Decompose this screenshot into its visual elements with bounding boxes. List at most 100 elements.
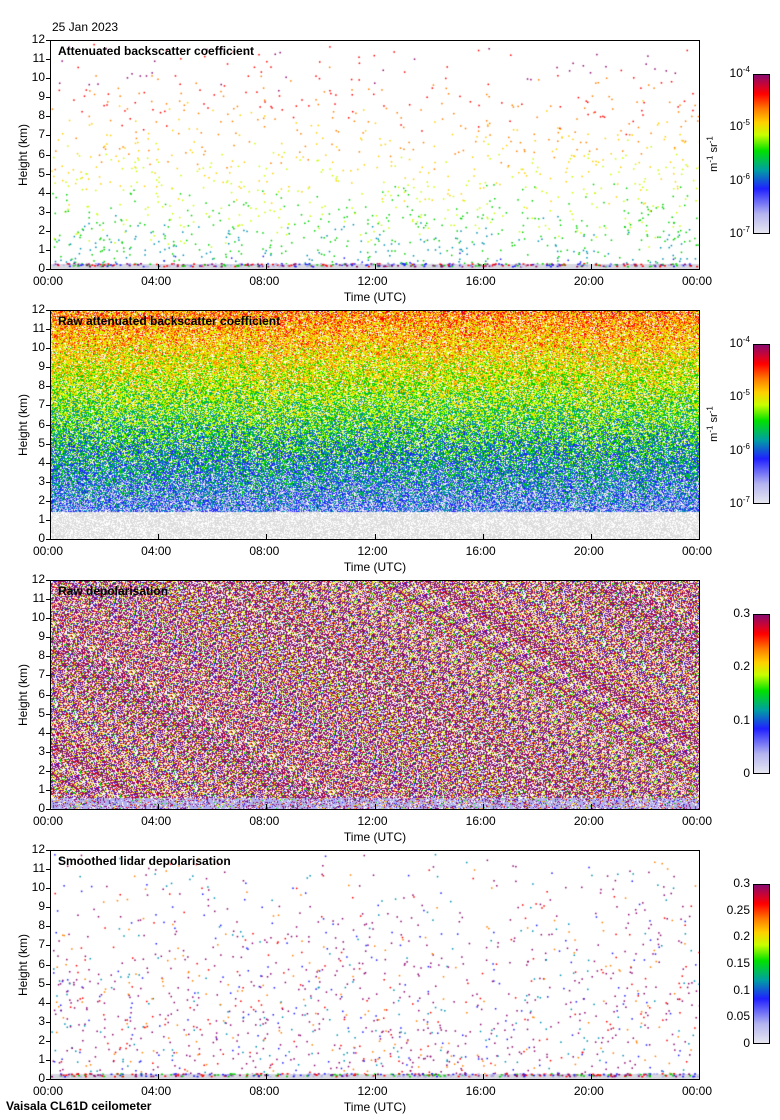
y-axis-label: Height (km) [16,664,30,727]
x-tick [699,264,700,270]
date-label: 25 Jan 2023 [52,20,119,34]
y-tick [46,443,50,445]
heatmap-4 [51,851,699,1079]
instrument-label: Vaisala CL61D ceilometer [6,1099,152,1113]
x-tick-label: 16:00 [465,544,496,558]
y-tick-label: 2 [38,492,45,507]
y-tick-label: 12 [31,32,45,46]
y-tick-label: 0 [38,531,45,545]
y-tick [46,78,50,80]
y-tick-label: 10 [31,340,45,355]
x-tick-label: 12:00 [357,544,388,558]
y-tick-label: 7 [38,667,45,682]
y-tick-label: 4 [38,454,45,469]
y-tick-label: 3 [38,743,45,758]
x-tick-label: 08:00 [249,814,280,828]
y-tick-label: 0 [38,261,45,275]
y-tick [46,348,50,350]
panel-title: Smoothed lidar depolarisation [58,854,231,868]
y-tick [46,809,50,810]
x-tick [482,264,484,270]
colorbar-tick-label: 0.25 [726,902,750,917]
x-tick [374,1074,376,1080]
y-tick [46,618,50,620]
colorbar-units: m-1 sr-1 [705,136,720,172]
y-tick-label: 11 [32,861,45,876]
y-tick-label: 4 [38,724,45,739]
x-tick [50,534,51,540]
x-tick-label: 04:00 [141,814,172,828]
panel-title: Attenuated backscatter coefficient [58,44,255,58]
x-tick-label: 12:00 [357,1084,388,1098]
y-tick-label: 11 [32,591,45,606]
x-tick [590,804,592,810]
y-tick [46,424,50,426]
panel-title: Raw depolarisation [58,584,169,598]
x-tick-label: 00:00 [33,544,64,558]
x-axis-label: Time (UTC) [343,290,407,304]
y-tick [46,1059,50,1061]
x-tick [590,534,592,540]
x-tick [482,1074,484,1080]
y-tick [46,1040,50,1042]
x-tick [50,1074,51,1080]
y-tick [46,926,50,928]
y-tick [46,97,50,99]
colorbar-tick-label: 0.3 [733,876,750,890]
y-tick [46,945,50,947]
y-tick [46,888,50,890]
x-tick-label: 00:00 [682,544,713,558]
x-tick [266,1074,268,1080]
plot-area-2: Raw attenuated backscatter coefficient [50,310,700,540]
x-tick-label: 20:00 [573,544,604,558]
y-tick-label: 1 [38,241,45,256]
x-tick-label: 00:00 [33,814,64,828]
y-tick [46,367,50,369]
y-tick-label: 2 [38,762,45,777]
x-tick [590,264,592,270]
y-axis-label: Height (km) [16,124,30,187]
x-tick-label: 00:00 [33,1084,64,1098]
y-tick-label: 5 [38,975,45,990]
y-tick [46,869,50,871]
y-tick [46,789,50,791]
x-tick-label: 00:00 [33,274,64,288]
colorbar-tick-label: 10-6 [729,441,750,457]
x-tick [699,804,700,810]
x-tick-label: 16:00 [465,814,496,828]
colorbar-tick-label: 10-4 [729,335,750,350]
y-tick [46,656,50,658]
y-tick [46,192,50,194]
y-tick [46,173,50,175]
y-tick-label: 2 [38,1032,45,1047]
heatmap-3 [51,581,699,809]
y-tick [46,154,50,156]
colorbar [753,884,770,1044]
y-tick-label: 3 [38,203,45,218]
y-tick-label: 5 [38,435,45,450]
x-tick-label: 12:00 [357,274,388,288]
y-tick [46,1002,50,1004]
y-tick [46,983,50,985]
y-tick [46,732,50,734]
y-tick-label: 11 [32,321,45,336]
x-tick-label: 16:00 [465,274,496,288]
colorbar-tick-label: 10-7 [729,495,750,510]
y-tick-label: 6 [38,146,45,161]
x-tick-label: 04:00 [141,1084,172,1098]
y-tick [46,1079,50,1080]
y-tick-label: 4 [38,994,45,1009]
y-tick [46,211,50,213]
x-axis-label: Time (UTC) [343,560,407,574]
y-tick-label: 5 [38,165,45,180]
y-tick-label: 10 [31,70,45,85]
y-tick-label: 9 [38,359,45,374]
colorbar-tick-label: 0.2 [733,929,750,944]
colorbar-tick-label: 0 [743,1036,750,1050]
y-tick-label: 7 [38,937,45,952]
y-tick-label: 12 [31,842,45,856]
x-axis-label: Time (UTC) [343,1100,407,1114]
panel-title: Raw attenuated backscatter coefficient [58,314,281,328]
x-tick [266,264,268,270]
